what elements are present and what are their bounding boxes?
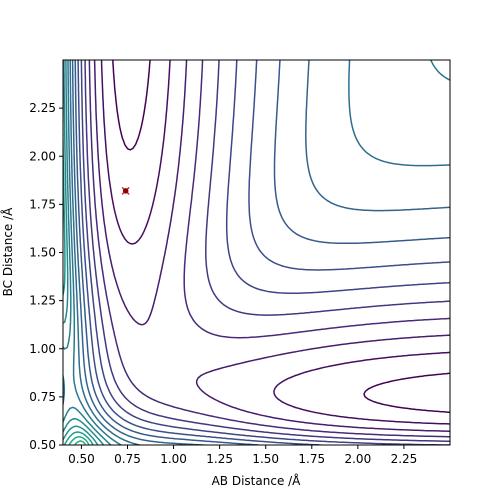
contour-line <box>69 60 450 445</box>
y-tick-label: 1.75 <box>29 197 56 211</box>
x-tick-label: 2.25 <box>391 452 418 466</box>
circle-marker <box>122 188 129 194</box>
contour-line <box>63 60 105 445</box>
plot-area <box>63 60 450 445</box>
contour-lines <box>63 60 450 445</box>
contour-line <box>63 60 112 445</box>
y-tick-label: 0.50 <box>29 438 56 452</box>
x-tick-label: 1.75 <box>298 452 325 466</box>
x-tick-label: 1.50 <box>252 452 279 466</box>
contour-line <box>88 60 450 438</box>
y-tick-label: 1.50 <box>29 246 56 260</box>
x-axis-label: AB Distance /Å <box>212 473 302 488</box>
contour-line <box>63 219 94 445</box>
y-tick-label: 1.00 <box>29 342 56 356</box>
y-axis-ticks: 0.50 0.75 1.00 1.25 1.50 1.75 2.00 2.25 <box>29 101 63 452</box>
y-tick-label: 0.75 <box>29 390 56 404</box>
x-tick-label: 0.75 <box>114 452 141 466</box>
contour-line <box>74 60 450 445</box>
y-tick-label: 2.25 <box>29 101 56 115</box>
x-tick-label: 2.00 <box>344 452 371 466</box>
marker-layer <box>121 186 130 195</box>
x-tick-label: 1.00 <box>160 452 187 466</box>
contour-line <box>100 60 450 425</box>
contour-line <box>84 60 450 443</box>
contour-line <box>68 436 90 445</box>
y-tick-label: 2.00 <box>29 149 56 163</box>
x-axis-ticks: 0.50 0.75 1.00 1.25 1.50 1.75 2.00 2.25 <box>68 445 417 466</box>
y-tick-label: 1.25 <box>29 294 56 308</box>
x-tick-label: 0.50 <box>68 452 95 466</box>
contour-line <box>63 60 450 445</box>
contour-line <box>80 60 450 445</box>
y-axis-label: BC Distance /Å <box>0 207 15 297</box>
contour-line <box>93 60 450 433</box>
contour-line <box>77 60 450 445</box>
contour-line <box>71 60 450 445</box>
x-tick-label: 1.25 <box>206 452 233 466</box>
